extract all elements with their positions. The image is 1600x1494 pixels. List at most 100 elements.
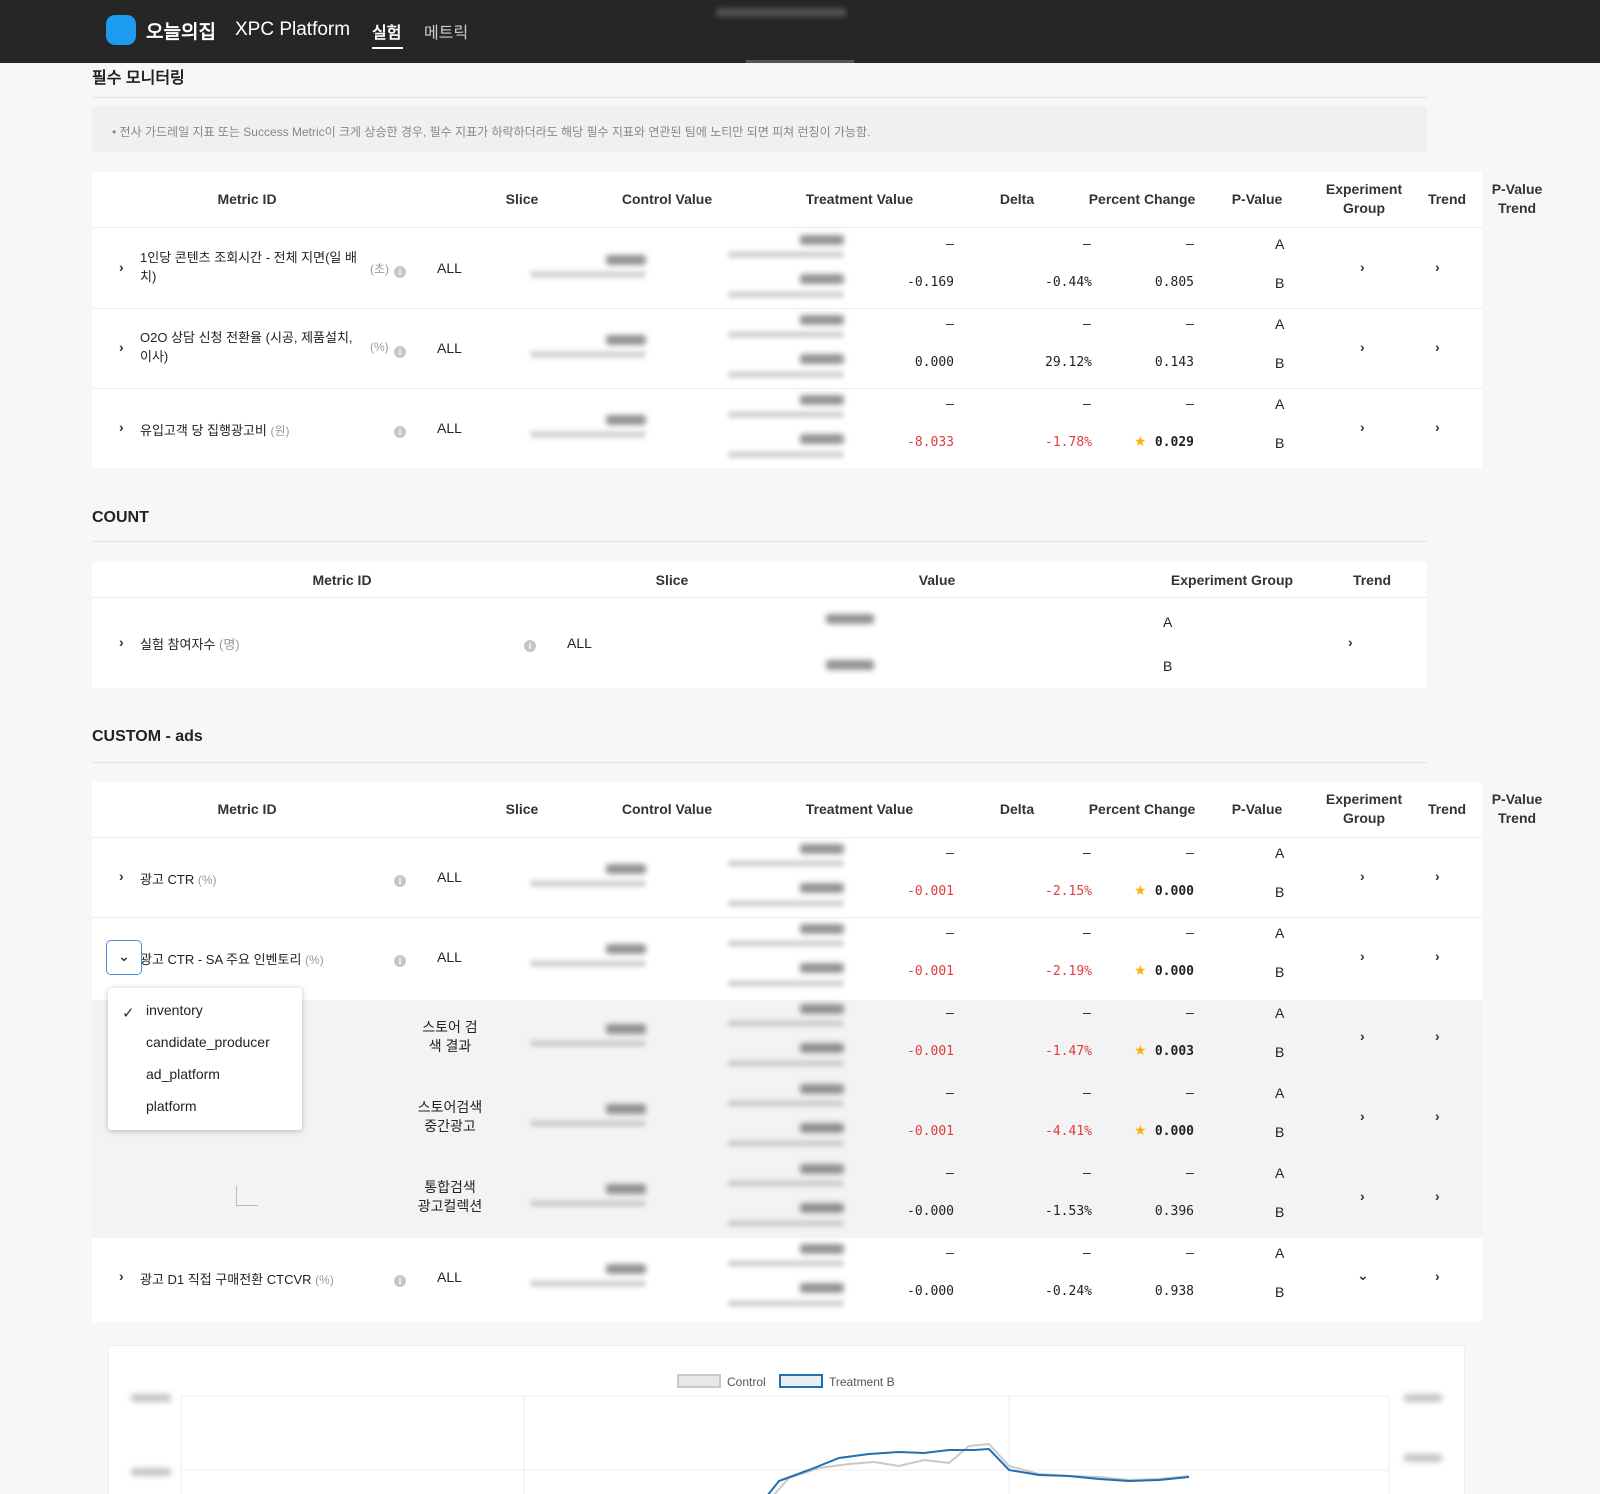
col-header-slice[interactable]: Slice (505, 801, 539, 817)
p-value-b: 0.003 (1154, 1044, 1194, 1059)
metric-name-line1: O2O 상담 신청 전환율 (시공, 제품설치, (140, 330, 353, 345)
col-header-p-value-trend[interactable]: P-Value Trend (1491, 791, 1543, 826)
col-header-delta[interactable]: Delta (999, 191, 1035, 207)
col-header-control-value[interactable]: Control Value (621, 191, 713, 207)
redacted-control-ci (530, 431, 646, 438)
col-header-p-value[interactable]: P-Value (1231, 191, 1283, 207)
collapse-row-chevron-down-icon[interactable]: ⌄ (106, 940, 142, 975)
col-header-value[interactable]: Value (918, 572, 956, 588)
redacted-treatment-ci-b (728, 1140, 844, 1147)
redacted-treatment-ci-a (728, 860, 844, 867)
metric-name[interactable]: 광고 D1 직접 구매전환 CTCVR (%) (140, 1269, 334, 1288)
col-header-slice[interactable]: Slice (655, 572, 689, 588)
redacted-treatment-value-b (800, 883, 844, 893)
expand-row-chevron-icon[interactable]: › (119, 1268, 124, 1284)
metric-name[interactable]: O2O 상담 신청 전환율 (시공, 제품설치, 이사) (140, 328, 365, 366)
slice-line1: 스토어검색 (417, 1099, 483, 1115)
info-icon[interactable]: i (394, 422, 406, 440)
nav-tab-metrics[interactable]: 메트릭 (424, 25, 469, 42)
p-value-trend-chevron-icon[interactable]: › (1435, 419, 1440, 435)
trend-chevron-icon[interactable]: › (1360, 1028, 1365, 1044)
p-value-trend-chevron-icon[interactable]: › (1435, 1028, 1440, 1044)
dropdown-option-ad-platform[interactable]: ad_platform (146, 1066, 220, 1082)
col-header-metric-id[interactable]: Metric ID (312, 572, 372, 588)
info-icon[interactable]: i (394, 342, 406, 360)
col-header-experiment-group[interactable]: Experiment Group (1325, 181, 1403, 216)
expand-row-chevron-icon[interactable]: › (119, 259, 124, 275)
p-value-trend-chevron-icon[interactable]: › (1435, 948, 1440, 964)
p-value-trend-chevron-icon[interactable]: › (1435, 1268, 1440, 1284)
col-header-experiment-group[interactable]: Experiment Group (1325, 791, 1403, 826)
metric-name[interactable]: 유입고객 당 집행광고비 (원) (140, 420, 290, 439)
redacted-treatment-ci-b (728, 980, 844, 987)
metric-name[interactable]: 광고 CTR (%) (140, 869, 217, 888)
info-icon[interactable]: i (394, 1271, 406, 1289)
trend-chevron-icon[interactable]: › (1360, 419, 1365, 435)
dropdown-option-candidate-producer[interactable]: candidate_producer (146, 1034, 270, 1050)
expand-row-chevron-icon[interactable]: › (119, 868, 124, 884)
redacted-treatment-value-b (800, 1043, 844, 1053)
info-icon[interactable]: i (394, 951, 406, 969)
col-header-treatment-value[interactable]: Treatment Value (805, 801, 914, 817)
trend-chevron-down-icon[interactable]: ⌄ (1357, 1267, 1369, 1283)
metric-name[interactable]: 1인당 콘텐츠 조회시간 - 전체 지면(일 배 치) (140, 248, 365, 286)
col-header-trend[interactable]: Trend (1352, 572, 1392, 588)
p-value-trend-chevron-icon[interactable]: › (1435, 868, 1440, 884)
legend-label-treatment[interactable]: Treatment B (829, 1375, 895, 1389)
col-header-metric-id[interactable]: Metric ID (217, 191, 277, 207)
p-value-trend-chevron-icon[interactable]: › (1435, 339, 1440, 355)
redacted-treatment-ci-b (728, 1220, 844, 1227)
redacted-treatment-value-a (800, 1164, 844, 1174)
col-header-percent-change[interactable]: Percent Change (1088, 801, 1196, 817)
col-header-p-value[interactable]: P-Value (1231, 801, 1283, 817)
redacted-axis-label (131, 1394, 171, 1402)
experiment-group-b: B (1275, 1124, 1285, 1140)
col-header-delta[interactable]: Delta (999, 801, 1035, 817)
redacted-control-value (606, 1184, 646, 1194)
p-value-b: 0.396 (1154, 1204, 1194, 1219)
redacted-treatment-value-b (800, 1123, 844, 1133)
info-icon[interactable]: i (524, 636, 536, 654)
count-metric-name[interactable]: 실험 참여자수 (명) (140, 634, 240, 653)
p-value-trend-chevron-icon[interactable]: › (1435, 1188, 1440, 1204)
info-icon[interactable]: i (394, 871, 406, 889)
platform-title[interactable]: XPC Platform (235, 19, 351, 40)
trend-chevron-icon[interactable]: › (1360, 339, 1365, 355)
col-header-treatment-value[interactable]: Treatment Value (805, 191, 914, 207)
col-header-trend[interactable]: Trend (1427, 191, 1467, 207)
trend-chevron-icon[interactable]: › (1348, 634, 1353, 650)
expand-row-chevron-icon[interactable]: › (119, 419, 124, 435)
p-value-trend-chevron-icon[interactable]: › (1435, 1108, 1440, 1124)
col-header-control-value[interactable]: Control Value (621, 801, 713, 817)
col-header-p-value-trend[interactable]: P-Value Trend (1491, 181, 1543, 216)
expand-row-chevron-icon[interactable]: › (119, 339, 124, 355)
house-logo-icon[interactable] (106, 15, 136, 45)
trend-chevron-icon[interactable]: › (1360, 948, 1365, 964)
nav-tab-experiments[interactable]: 실험 (372, 25, 402, 42)
col-header-metric-id[interactable]: Metric ID (217, 801, 277, 817)
redacted-treatment-ci-a (728, 1180, 844, 1187)
col-header-percent-change[interactable]: Percent Change (1088, 191, 1196, 207)
slice-line2: 색 결과 (428, 1038, 472, 1054)
info-icon[interactable]: i (394, 262, 406, 280)
trend-chevron-icon[interactable]: › (1360, 1108, 1365, 1124)
trend-chevron-icon[interactable]: › (1360, 1188, 1365, 1204)
chart-plot-area (180, 1395, 1390, 1494)
legend-label-control[interactable]: Control (727, 1375, 766, 1389)
percent-change-b: -1.47% (1045, 1044, 1092, 1059)
col-header-slice[interactable]: Slice (505, 191, 539, 207)
legend-swatch-control[interactable] (677, 1374, 721, 1388)
experiment-group-a: A (1275, 396, 1285, 412)
p-value-trend-chevron-icon[interactable]: › (1435, 259, 1440, 275)
trend-chevron-icon[interactable]: › (1360, 868, 1365, 884)
dropdown-option-inventory[interactable]: inventory (146, 1002, 203, 1018)
legend-swatch-treatment[interactable] (779, 1374, 823, 1388)
dropdown-option-platform[interactable]: platform (146, 1098, 197, 1114)
logo-text[interactable]: 오늘의집 (146, 22, 216, 43)
col-header-experiment-group[interactable]: Experiment Group (1170, 572, 1294, 588)
expand-row-chevron-icon[interactable]: › (119, 634, 124, 650)
col-header-trend[interactable]: Trend (1427, 801, 1467, 817)
percent-change-a: – (1083, 237, 1091, 252)
trend-chevron-icon[interactable]: › (1360, 259, 1365, 275)
metric-name[interactable]: 광고 CTR - SA 주요 인벤토리 (%) (140, 949, 324, 968)
